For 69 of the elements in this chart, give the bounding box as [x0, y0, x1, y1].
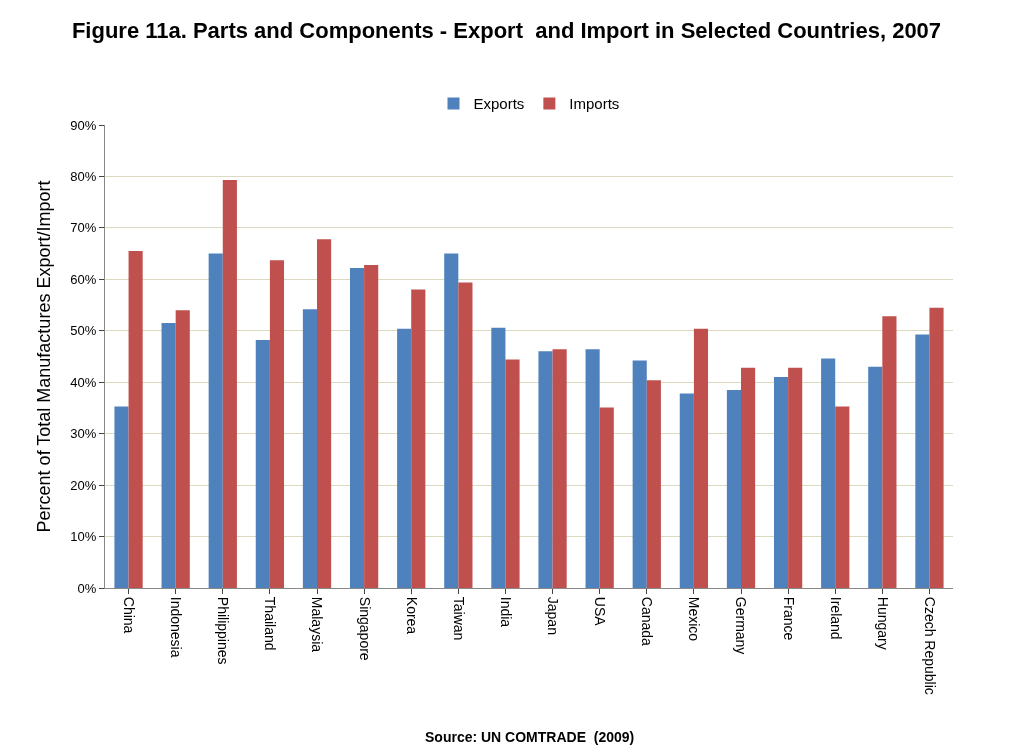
- x-tick-label: Hungary: [874, 596, 891, 650]
- bar: [741, 367, 756, 588]
- bar: [679, 393, 694, 588]
- bar: [788, 367, 803, 588]
- y-tick-label: 60%: [70, 271, 97, 287]
- bar: [364, 264, 379, 588]
- bar: [882, 316, 897, 588]
- bar: [585, 349, 600, 588]
- bar: [632, 360, 647, 588]
- y-tick-label: 10%: [70, 529, 97, 545]
- bar: [868, 366, 883, 588]
- x-tick-label: Indonesia: [168, 596, 185, 658]
- bar: [599, 407, 614, 588]
- y-tick-label: 0%: [77, 580, 97, 596]
- x-tick-label: Malaysia: [309, 596, 326, 653]
- bar: [269, 260, 285, 588]
- y-tick-label: 90%: [70, 117, 97, 133]
- x-tick-label: Germany: [733, 596, 750, 655]
- legend-label: Exports: [473, 95, 525, 113]
- y-tick-label: 20%: [70, 477, 97, 493]
- y-tick-label: 70%: [70, 220, 97, 236]
- x-tick-label: Canada: [639, 596, 656, 647]
- bar: [302, 309, 317, 588]
- y-axis-title: Percent of Total Manufactures Export/Import: [33, 180, 54, 533]
- x-tick-label: Czech Republic: [921, 596, 938, 695]
- bar: [128, 251, 143, 588]
- x-tick-label: Mexico: [686, 596, 703, 642]
- bar: [114, 406, 129, 588]
- source-note: Source: UN COMTRADE (2009): [425, 729, 635, 745]
- x-tick-label: Thailand: [262, 596, 279, 651]
- bar: [552, 349, 567, 588]
- chart-title: Figure 11a. Parts and Components - Export and Import in Selected Countries, 2007: [71, 17, 942, 43]
- bar: [693, 328, 709, 588]
- x-tick-label: Philippines: [215, 596, 232, 665]
- x-tick-label: Japan: [545, 596, 562, 635]
- bar: [161, 323, 176, 588]
- x-tick-label: Taiwan: [450, 596, 467, 641]
- x-tick-label: China: [121, 596, 138, 634]
- x-tick-label: Korea: [403, 596, 420, 635]
- bar: [444, 253, 459, 588]
- bar: [208, 253, 223, 588]
- bar: [929, 307, 944, 588]
- x-tick-label: India: [497, 596, 514, 628]
- bar: [349, 268, 365, 588]
- x-tick-label: Ireland: [827, 596, 844, 640]
- bar: [773, 377, 789, 588]
- x-tick-label: USA: [592, 596, 609, 627]
- bar: [458, 282, 473, 588]
- bar: [491, 327, 506, 588]
- x-tick-label: France: [780, 596, 797, 641]
- y-tick-label: 30%: [70, 426, 97, 442]
- bar: [538, 351, 553, 588]
- bar: [505, 359, 520, 588]
- x-tick-label: Singapore: [356, 596, 373, 661]
- bar: [821, 358, 836, 588]
- bar: [411, 289, 426, 588]
- y-tick-label: 80%: [70, 168, 97, 184]
- bar: [175, 310, 190, 588]
- bar: [222, 180, 237, 588]
- y-tick-label: 40%: [70, 374, 97, 390]
- bar: [726, 389, 741, 588]
- y-tick-label: 50%: [70, 323, 97, 339]
- bar: [255, 340, 270, 588]
- legend-label: Imports: [569, 95, 620, 113]
- bar: [835, 406, 850, 588]
- bar: [397, 328, 412, 588]
- bar: [915, 334, 930, 588]
- bar: [646, 380, 661, 588]
- bar: [317, 239, 332, 588]
